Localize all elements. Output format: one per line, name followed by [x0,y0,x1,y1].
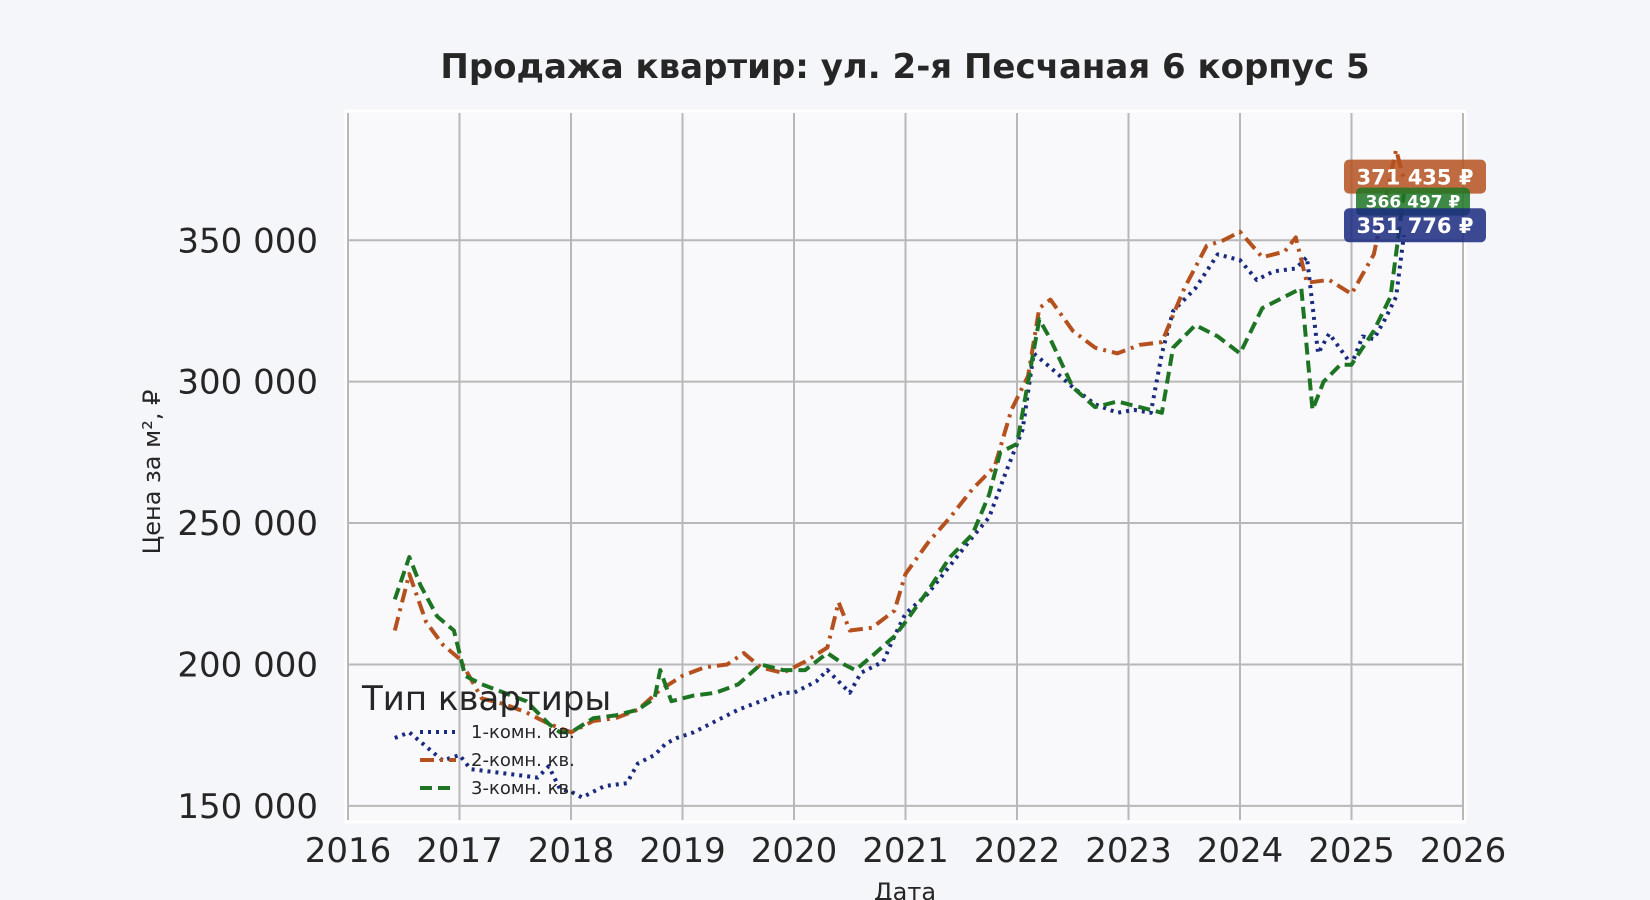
legend: Тип квартиры 1-комн. кв. 2-комн. кв. 3-комн… [361,679,611,799]
series-line-2 [392,147,1406,735]
chart-title: Продажа квартир: ул. 2-я Песчаная 6 корп… [440,47,1369,87]
x-tick-label: 2024 [1197,831,1284,871]
end-value-label: 351 776 ₽ [1357,214,1474,238]
legend-entry: 1-комн. кв. [471,722,575,743]
y-tick-label: 150 000 [177,787,318,827]
legend-entry: 2-комн. кв. [471,750,575,771]
x-tick-label: 2022 [974,831,1061,871]
x-tick-label: 2020 [751,831,838,871]
y-tick-label: 250 000 [177,504,318,544]
y-axis-label: Цена за м², ₽ [138,390,166,555]
end-value-label: 371 435 ₽ [1357,166,1474,190]
x-tick-label: 2026 [1420,831,1507,871]
series-line-3 [392,193,1406,735]
y-tick-label: 300 000 [177,363,318,403]
series-lines [392,147,1406,800]
x-tick-label: 2019 [639,831,726,871]
x-tick-label: 2016 [305,831,392,871]
y-tick-label: 350 000 [177,221,318,261]
x-tick-label: 2023 [1085,831,1172,871]
end-label-box [1344,159,1486,194]
y-tick-label: 200 000 [177,645,318,685]
legend-title: Тип квартиры [361,679,611,719]
end-label-box [1344,208,1486,243]
legend-entry: 3-комн. кв. [471,778,575,799]
end-value-labels: 371 435 ₽ 366 497 ₽351 776 ₽ [1344,159,1486,243]
x-tick-label: 2025 [1308,831,1395,871]
gridlines: 2016 2017 2018 2019 2020 2021 2022 2023 2024 2025… [177,113,1506,871]
x-tick-label: 2021 [862,831,949,871]
x-tick-label: 2017 [416,831,503,871]
x-tick-label: 2018 [528,831,615,871]
end-value-label: 366 497 ₽ [1366,193,1461,213]
x-axis-label: Дата [874,878,936,900]
